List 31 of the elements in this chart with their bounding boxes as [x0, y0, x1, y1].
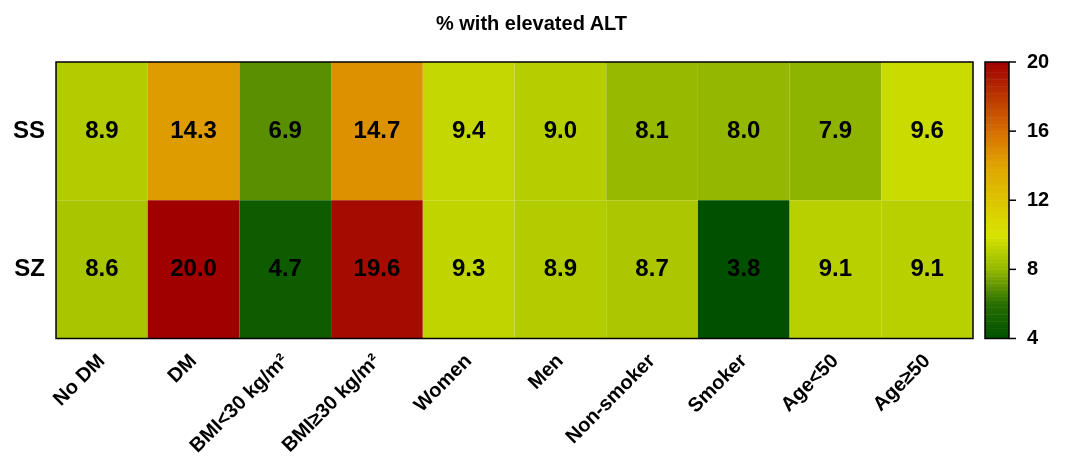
data-label: 19.6 [353, 253, 401, 281]
data-label: 8.7 [635, 253, 669, 281]
data-label: 9.1 [910, 253, 944, 281]
color-bar-label: 16 [1027, 118, 1050, 141]
y-tick-label: SS [13, 115, 46, 143]
data-label: 14.7 [353, 115, 401, 143]
color-bar-label: 20 [1027, 49, 1050, 72]
data-label: 3.8 [727, 253, 761, 281]
data-label: 20.0 [170, 253, 217, 281]
data-label: 8.9 [85, 115, 119, 143]
x-tick-label: No DM [48, 349, 109, 410]
chart-title: % with elevated ALT [435, 11, 628, 34]
data-label: 8.1 [635, 115, 669, 143]
data-label: 6.9 [268, 115, 302, 143]
color-bar-label: 8 [1027, 256, 1039, 279]
color-bar-label: 12 [1027, 187, 1050, 210]
x-tick-label: Men [523, 349, 568, 393]
data-label: 14.3 [170, 115, 217, 143]
color-bar-label: 4 [1027, 325, 1039, 348]
data-label: 8.0 [727, 115, 761, 143]
x-tick-label: DM [162, 349, 201, 387]
data-label: 9.1 [818, 253, 853, 281]
data-label: 8.9 [543, 253, 578, 281]
data-label: 9.3 [451, 253, 486, 281]
data-label: 7.9 [818, 115, 853, 143]
data-label: 9.4 [451, 115, 486, 143]
data-label: 9.0 [543, 115, 578, 143]
data-label: 4.7 [268, 253, 302, 281]
y-tick-label: SZ [14, 253, 46, 281]
data-label: 8.6 [85, 253, 119, 281]
data-label: 9.6 [910, 115, 944, 143]
